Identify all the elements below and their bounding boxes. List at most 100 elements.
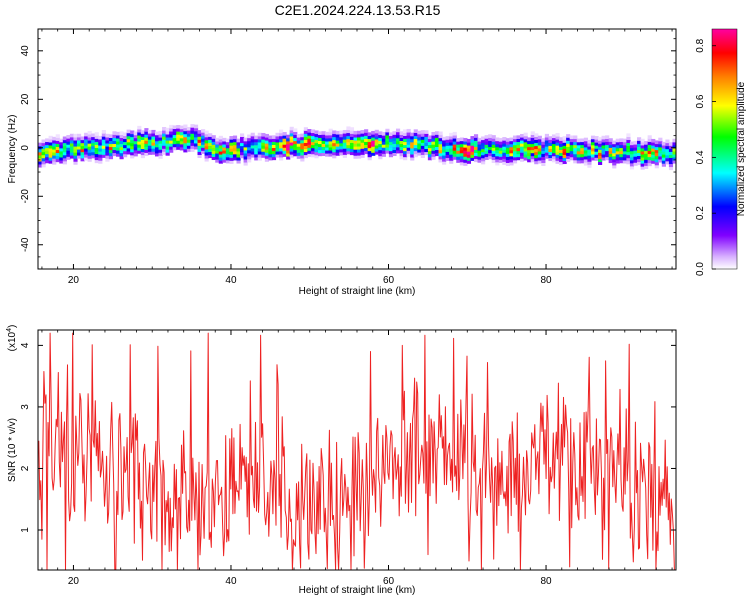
heatmap-cell: [587, 164, 592, 168]
heatmap-cell: [548, 139, 553, 143]
heatmap-cell: [144, 149, 149, 153]
heatmap-cell: [87, 143, 92, 147]
heatmap-cell: [566, 152, 571, 156]
heatmap-cell: [229, 145, 234, 149]
heatmap-cell: [385, 134, 390, 139]
heatmap-cell: [559, 140, 564, 144]
heatmap-cell: [59, 141, 64, 146]
heatmap-cell: [275, 141, 280, 146]
heatmap-cell: [672, 156, 676, 161]
heatmap-cell: [222, 140, 227, 145]
heatmap-cell: [41, 145, 46, 150]
heatmap-cell: [576, 156, 581, 161]
heatmap-cell: [296, 133, 301, 138]
heatmap-cell: [438, 155, 443, 160]
heatmap-cell: [431, 135, 436, 139]
heatmap-cell: [420, 148, 425, 152]
heatmap-cell: [403, 144, 408, 149]
heatmap-cell: [243, 146, 248, 151]
heatmap-cell: [147, 145, 153, 149]
heatmap-cell: [562, 148, 567, 152]
heatmap-cell: [257, 147, 262, 152]
heatmap-cell: [108, 146, 114, 151]
heatmap-cell: [647, 159, 652, 164]
heatmap-cell: [303, 145, 308, 150]
heatmap-cell: [484, 156, 489, 160]
heatmap-cell: [137, 141, 142, 145]
heatmap-cell: [566, 134, 571, 138]
heatmap-cell: [158, 130, 163, 135]
heatmap-cell: [605, 150, 610, 155]
heatmap-cell: [225, 156, 230, 161]
heatmap-cell: [328, 143, 333, 148]
heatmap-cell: [130, 148, 135, 153]
heatmap-cell: [279, 156, 284, 161]
heatmap-cell: [534, 133, 539, 137]
heatmap-cell: [222, 143, 227, 148]
heatmap-cell: [615, 141, 620, 146]
heatmap-cell: [612, 164, 617, 169]
heatmap-cell: [456, 156, 461, 160]
heatmap-cell: [335, 133, 340, 138]
heatmap-cell: [215, 149, 220, 154]
heatmap-cell: [62, 136, 67, 141]
heatmap-cell: [598, 158, 603, 162]
heatmap-cell: [332, 139, 337, 144]
heatmap-cell: [520, 152, 525, 156]
heatmap-cell: [619, 141, 624, 146]
heatmap-cell: [385, 149, 390, 154]
heatmap-cell: [310, 138, 316, 143]
heatmap-cell: [661, 147, 666, 152]
heatmap-cell: [208, 139, 213, 143]
heatmap-cell: [590, 141, 596, 146]
heatmap-cell: [162, 130, 167, 134]
heatmap-cell: [172, 134, 177, 139]
heatmap-cell: [342, 139, 347, 143]
heatmap-cell: [176, 146, 181, 150]
heatmap-cell: [218, 144, 223, 149]
heatmap-cell: [108, 143, 114, 148]
heatmap-cell: [73, 161, 78, 165]
heatmap-cell: [325, 140, 330, 145]
heatmap-cell: [410, 153, 415, 158]
heatmap-cell: [335, 130, 340, 135]
heatmap-cell: [87, 155, 92, 159]
heatmap-cell: [69, 145, 75, 150]
heatmap-cell: [151, 145, 156, 149]
heatmap-cell: [183, 139, 188, 144]
heatmap-cell: [314, 145, 319, 150]
heatmap-cell: [392, 146, 397, 150]
heatmap-cell: [98, 154, 103, 158]
heatmap-cell: [211, 150, 216, 154]
heatmap-cell: [530, 158, 535, 163]
heatmap-cell: [59, 159, 64, 164]
heatmap-cell: [257, 138, 262, 143]
heatmap-cell: [420, 154, 425, 158]
heatmap-cell: [583, 152, 588, 157]
heatmap-cell: [392, 149, 397, 153]
heatmap-cell: [590, 153, 596, 158]
heatmap-cell: [229, 139, 234, 143]
heatmap-cell: [438, 140, 443, 145]
heatmap-cell: [537, 156, 542, 161]
heatmap-cell: [562, 151, 567, 155]
heatmap-cell: [512, 147, 518, 152]
heatmap-cell: [530, 143, 535, 148]
heatmap-cell: [622, 147, 627, 152]
heatmap-cell: [279, 150, 284, 155]
heatmap-cell: [477, 156, 482, 160]
heatmap-cell: [470, 154, 475, 158]
heatmap-cell: [271, 141, 277, 145]
heatmap-cell: [424, 133, 429, 137]
heatmap-cell: [484, 135, 489, 139]
heatmap-cell: [420, 136, 425, 140]
heatmap-cell: [169, 140, 174, 144]
heatmap-cell: [318, 137, 323, 142]
heatmap-cell: [73, 152, 78, 156]
y-tick-label: 2: [20, 465, 31, 471]
heatmap-cell: [516, 144, 521, 149]
heatmap-cell: [456, 150, 461, 154]
heatmap-cell: [123, 144, 128, 149]
heatmap-cell: [654, 143, 659, 148]
heatmap-cell: [154, 131, 160, 136]
